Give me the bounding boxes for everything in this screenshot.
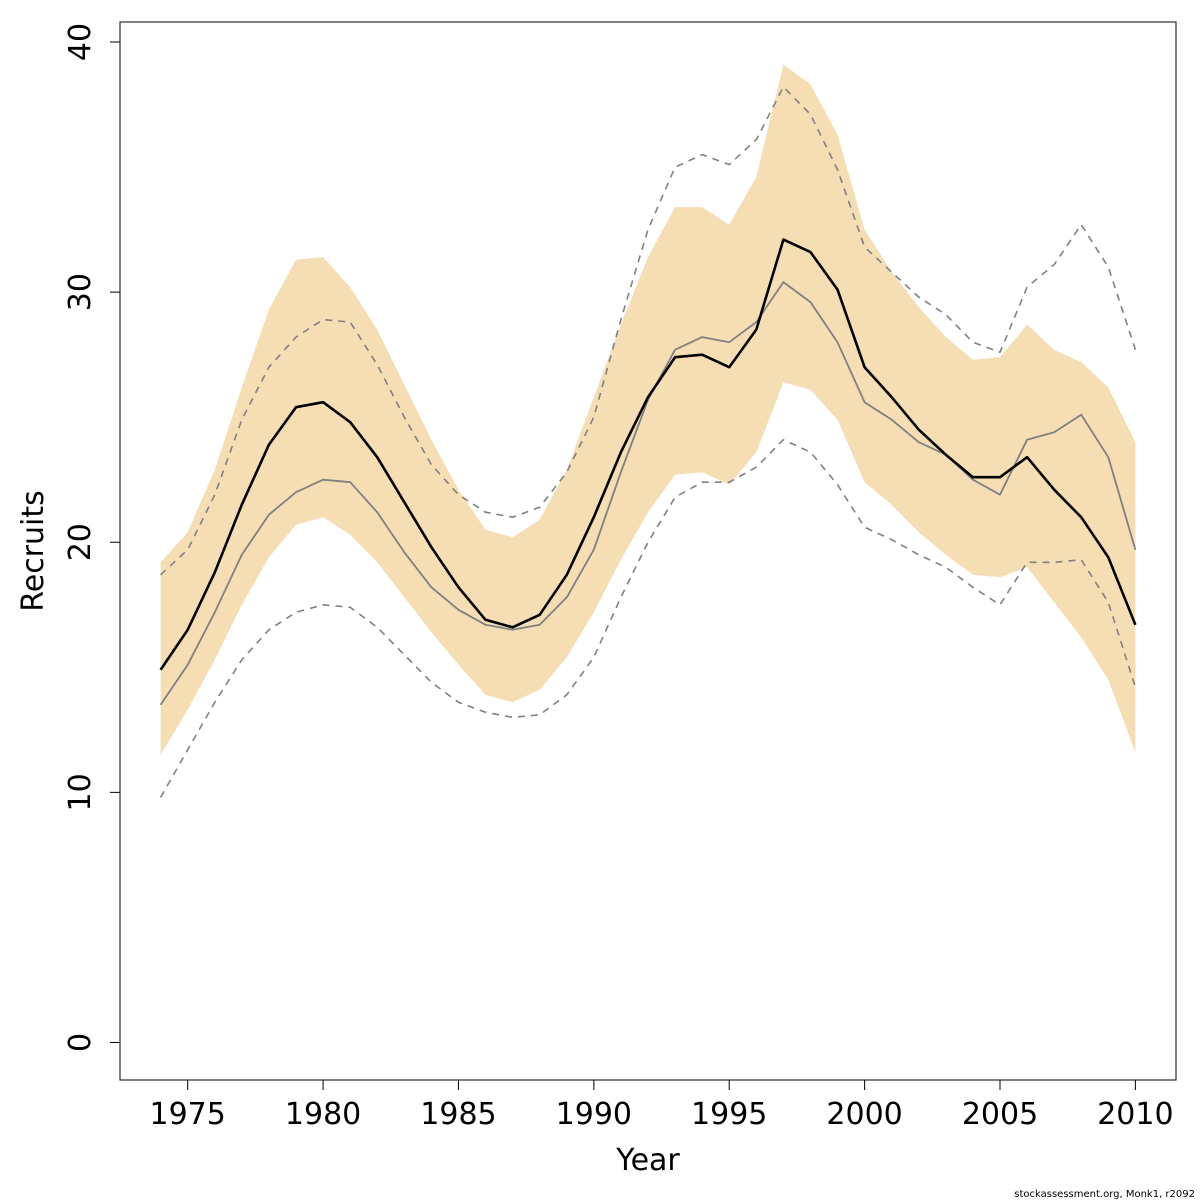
y-tick-label: 10: [63, 773, 98, 811]
y-tick-label: 30: [63, 273, 98, 311]
x-tick-label: 1990: [556, 1097, 632, 1132]
series-line-main: [159, 238, 1137, 671]
y-tick-label: 0: [63, 1033, 98, 1052]
x-axis: 1975 1980 1985 1990 1995 2000 2005 2010: [150, 1079, 1174, 1132]
x-tick-label: 2010: [1097, 1097, 1173, 1132]
y-tick-label: 40: [63, 23, 98, 61]
confidence-band: [160, 64, 1136, 755]
x-axis-label: Year: [615, 1143, 680, 1178]
y-axis: 0 10 20 30 40: [63, 23, 121, 1052]
series-line-lower-dashed: [159, 438, 1137, 798]
footer-credit: stockassessment.org, Monk1, r2092: [1014, 1189, 1195, 1200]
y-axis-label: Recruits: [16, 490, 51, 612]
x-tick-label: 1975: [150, 1097, 226, 1132]
x-tick-label: 2000: [826, 1097, 902, 1132]
x-tick-label: 1995: [691, 1097, 767, 1132]
x-tick-label: 1985: [420, 1097, 496, 1132]
y-tick-label: 20: [63, 523, 98, 561]
x-tick-label: 2005: [962, 1097, 1038, 1132]
x-tick-label: 1980: [285, 1097, 361, 1132]
plot-area: [159, 64, 1137, 798]
